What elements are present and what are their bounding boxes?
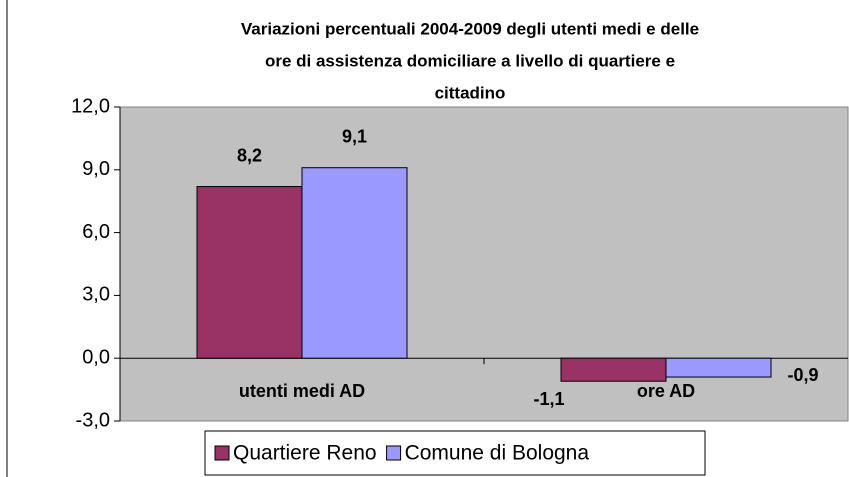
y-tick-label: -3,0 (76, 409, 110, 431)
x-tick-label: ore AD (637, 381, 695, 401)
x-tick-label: utenti medi AD (239, 381, 365, 401)
data-label: -1,1 (533, 389, 564, 409)
chart-title: cittadino (435, 83, 506, 102)
data-label: 9,1 (342, 126, 367, 146)
legend-swatch (386, 445, 402, 461)
bar (665, 357, 772, 378)
y-tick-label: 6,0 (82, 221, 110, 243)
legend-label: Quartiere Reno (233, 442, 377, 465)
bar (560, 357, 667, 382)
chart-title: Variazioni percentuali 2004-2009 degli u… (241, 19, 699, 38)
y-tick-label: 12,0 (71, 95, 110, 117)
data-label: -0,9 (787, 365, 818, 385)
legend-box (204, 430, 706, 476)
y-tick-label: 3,0 (82, 284, 110, 306)
y-tick-label: 0,0 (82, 346, 110, 368)
legend-swatch (214, 445, 230, 461)
y-tick-label: 9,0 (82, 158, 110, 180)
chart-title: ore di assistenza domiciliare a livello … (265, 51, 675, 70)
bar (301, 167, 408, 359)
bar (196, 186, 303, 359)
data-label: 8,2 (237, 145, 262, 165)
legend-label: Comune di Bologna (405, 442, 590, 465)
